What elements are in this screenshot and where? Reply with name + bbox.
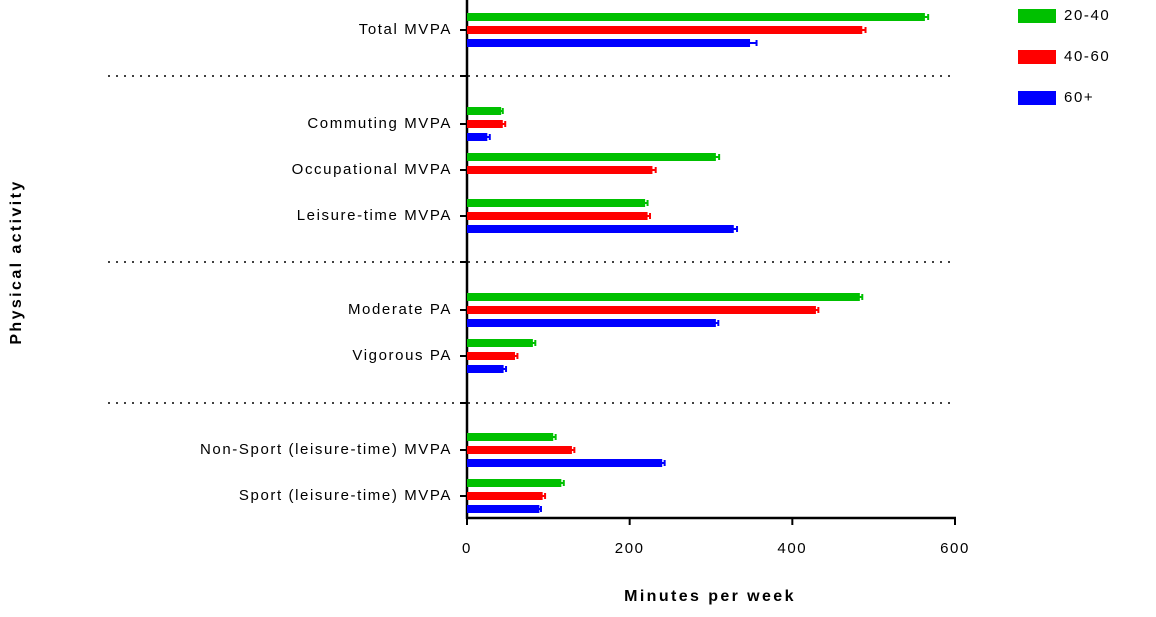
bar: [467, 13, 925, 21]
bar: [467, 319, 716, 327]
bar: [467, 365, 504, 373]
bar: [467, 479, 562, 487]
bar: [467, 293, 860, 301]
x-axis-title: Minutes per week: [624, 588, 796, 605]
bar: [467, 492, 543, 500]
x-tick-label: 0: [462, 540, 472, 557]
legend-swatch: [1018, 9, 1056, 23]
bar: [467, 306, 816, 314]
bar: [467, 212, 648, 220]
bar: [467, 505, 540, 513]
y-axis-title: Physical activity: [8, 179, 25, 344]
bar: [467, 166, 653, 174]
y-tick-label: Vigorous PA: [352, 347, 452, 364]
bar: [467, 133, 488, 141]
legend-label: 40-60: [1064, 48, 1110, 65]
bar: [467, 446, 572, 454]
y-tick-label: Occupational MVPA: [292, 161, 452, 178]
y-tick-label: Sport (leisure-time) MVPA: [239, 487, 452, 504]
bar: [467, 39, 751, 47]
bar: [467, 225, 734, 233]
bar: [467, 339, 533, 347]
x-tick-label: 600: [940, 540, 970, 557]
y-tick-label: Commuting MVPA: [307, 115, 452, 132]
legend-swatch: [1018, 50, 1056, 64]
bar: [467, 459, 663, 467]
x-tick-label: 400: [777, 540, 807, 557]
legend-label: 60+: [1064, 89, 1094, 106]
legend-label: 20-40: [1064, 7, 1110, 24]
bar: [467, 107, 502, 115]
y-tick-label: Non-Sport (leisure-time) MVPA: [200, 441, 452, 458]
bar: [467, 199, 646, 207]
x-tick-label: 200: [615, 540, 645, 557]
bar: [467, 26, 863, 34]
legend-swatch: [1018, 91, 1056, 105]
y-tick-label: Moderate PA: [348, 301, 452, 318]
bar: [467, 433, 554, 441]
y-tick-label: Leisure-time MVPA: [297, 207, 452, 224]
bar: [467, 352, 515, 360]
bar: [467, 153, 716, 161]
bar: [467, 120, 503, 128]
y-tick-label: Total MVPA: [359, 21, 452, 38]
